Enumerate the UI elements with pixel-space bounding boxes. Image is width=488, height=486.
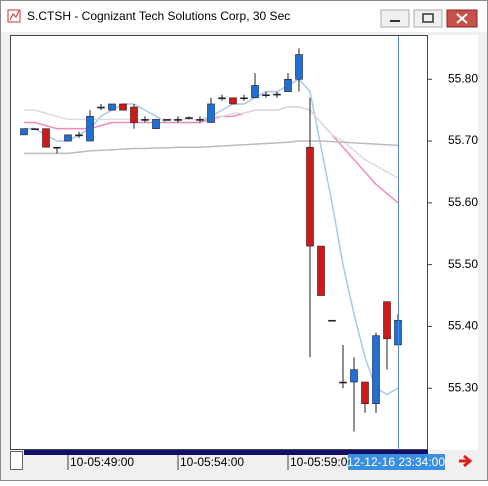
minimize-button[interactable] (380, 9, 410, 28)
candle-body (317, 245, 325, 296)
candle-body (284, 78, 292, 92)
candle-body (42, 128, 50, 148)
cursor-label: 12-12-16 23:34:00 (347, 455, 445, 469)
candle-body (273, 93, 281, 96)
x-tick-label: 10-05:54:00 (180, 455, 244, 469)
candle-body (372, 335, 380, 404)
y-tick-label: 55.80 (448, 71, 478, 85)
candle-body (207, 103, 215, 123)
candle-body (75, 134, 83, 137)
cursor-label-bg (348, 454, 445, 470)
candle-body (295, 54, 303, 80)
candle-body (328, 319, 336, 322)
candle-body (97, 106, 105, 109)
scroll-right-arrow[interactable] (459, 454, 473, 468)
candle-body (251, 85, 259, 99)
candle-body (141, 119, 149, 121)
candle-body (86, 116, 94, 142)
plot-border (10, 35, 428, 450)
candle-body (20, 128, 28, 136)
y-tick-label: 55.60 (448, 195, 478, 209)
y-tick-label: 55.70 (448, 133, 478, 147)
x-tick-label: 10-05:49:00 (70, 455, 134, 469)
candle-body (218, 97, 226, 100)
scroll-strip (24, 450, 428, 455)
candle-body (163, 119, 171, 121)
candle-body (119, 103, 127, 111)
y-tick-label: 55.50 (448, 257, 478, 271)
candle-body (31, 128, 39, 130)
candle-body (306, 146, 314, 247)
candle-body (130, 106, 138, 123)
candle-body (350, 369, 358, 383)
candle-body (240, 97, 248, 100)
y-tick-label: 55.40 (448, 319, 478, 333)
window-title: S.CTSH - Cognizant Tech Solutions Corp, … (27, 9, 290, 23)
candle-body (229, 97, 237, 105)
candle-body (383, 301, 391, 340)
y-tick-label: 55.30 (448, 380, 478, 394)
candle-body (339, 381, 347, 384)
app-icon-glyph (9, 10, 20, 21)
moving-average (24, 140, 399, 155)
candle-body (174, 119, 182, 121)
candle-body (361, 381, 369, 404)
candle-body (196, 119, 204, 121)
x-tick-label: 10-05:59:00 (290, 455, 354, 469)
close-glyph (456, 13, 468, 24)
candle-body (152, 119, 160, 129)
maximize-glyph (422, 13, 434, 23)
scroll-box[interactable] (10, 451, 23, 470)
maximize-button[interactable] (413, 9, 443, 28)
candle-body (108, 103, 116, 111)
candle-body (262, 94, 270, 97)
candle-body (53, 146, 61, 149)
candle-body (64, 134, 72, 142)
candle-body (185, 117, 193, 119)
